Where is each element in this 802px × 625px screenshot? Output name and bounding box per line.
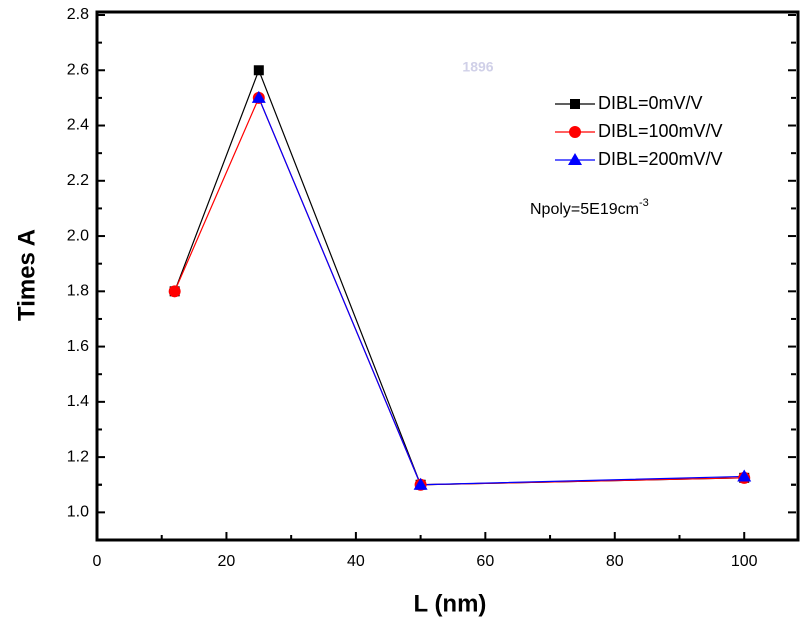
- y-tick-label: 2.8: [67, 6, 89, 23]
- x-tick-label: 60: [476, 553, 494, 570]
- y-axis-label: Times A: [13, 229, 40, 321]
- marker: [569, 126, 581, 138]
- plot-frame: [95, 10, 800, 542]
- marker: [737, 469, 752, 482]
- annotation-superscript: -3: [639, 197, 649, 209]
- y-tick-label: 2.6: [67, 61, 89, 78]
- y-tick-label: 1.6: [67, 338, 89, 355]
- x-tick-label: 40: [347, 553, 365, 570]
- legend-label: DIBL=200mV/V: [598, 149, 723, 169]
- watermark: 1896: [462, 59, 493, 75]
- y-tick-label: 1.0: [67, 504, 89, 521]
- marker: [570, 99, 580, 109]
- y-tick-label: 1.4: [67, 393, 89, 410]
- x-axis-label: L (nm): [414, 590, 487, 617]
- y-tick-label: 2.2: [67, 172, 89, 189]
- legend-label: DIBL=100mV/V: [598, 121, 723, 141]
- y-tick-label: 1.8: [67, 283, 89, 300]
- x-tick-label: 0: [93, 553, 102, 570]
- legend-label: DIBL=0mV/V: [598, 93, 703, 113]
- y-tick-label: 1.2: [67, 448, 89, 465]
- marker: [253, 65, 264, 76]
- x-tick-label: 100: [731, 553, 758, 570]
- y-tick-label: 2.4: [67, 117, 89, 134]
- y-tick-label: 2.0: [67, 227, 89, 244]
- x-tick-label: 80: [606, 553, 624, 570]
- marker: [251, 90, 266, 103]
- annotation: Npoly=5E19cm-3: [530, 197, 649, 218]
- x-tick-label: 20: [218, 553, 236, 570]
- marker: [568, 153, 582, 165]
- marker: [168, 285, 181, 298]
- annotation-text: Npoly=5E19cm: [530, 201, 639, 218]
- marker: [413, 477, 428, 490]
